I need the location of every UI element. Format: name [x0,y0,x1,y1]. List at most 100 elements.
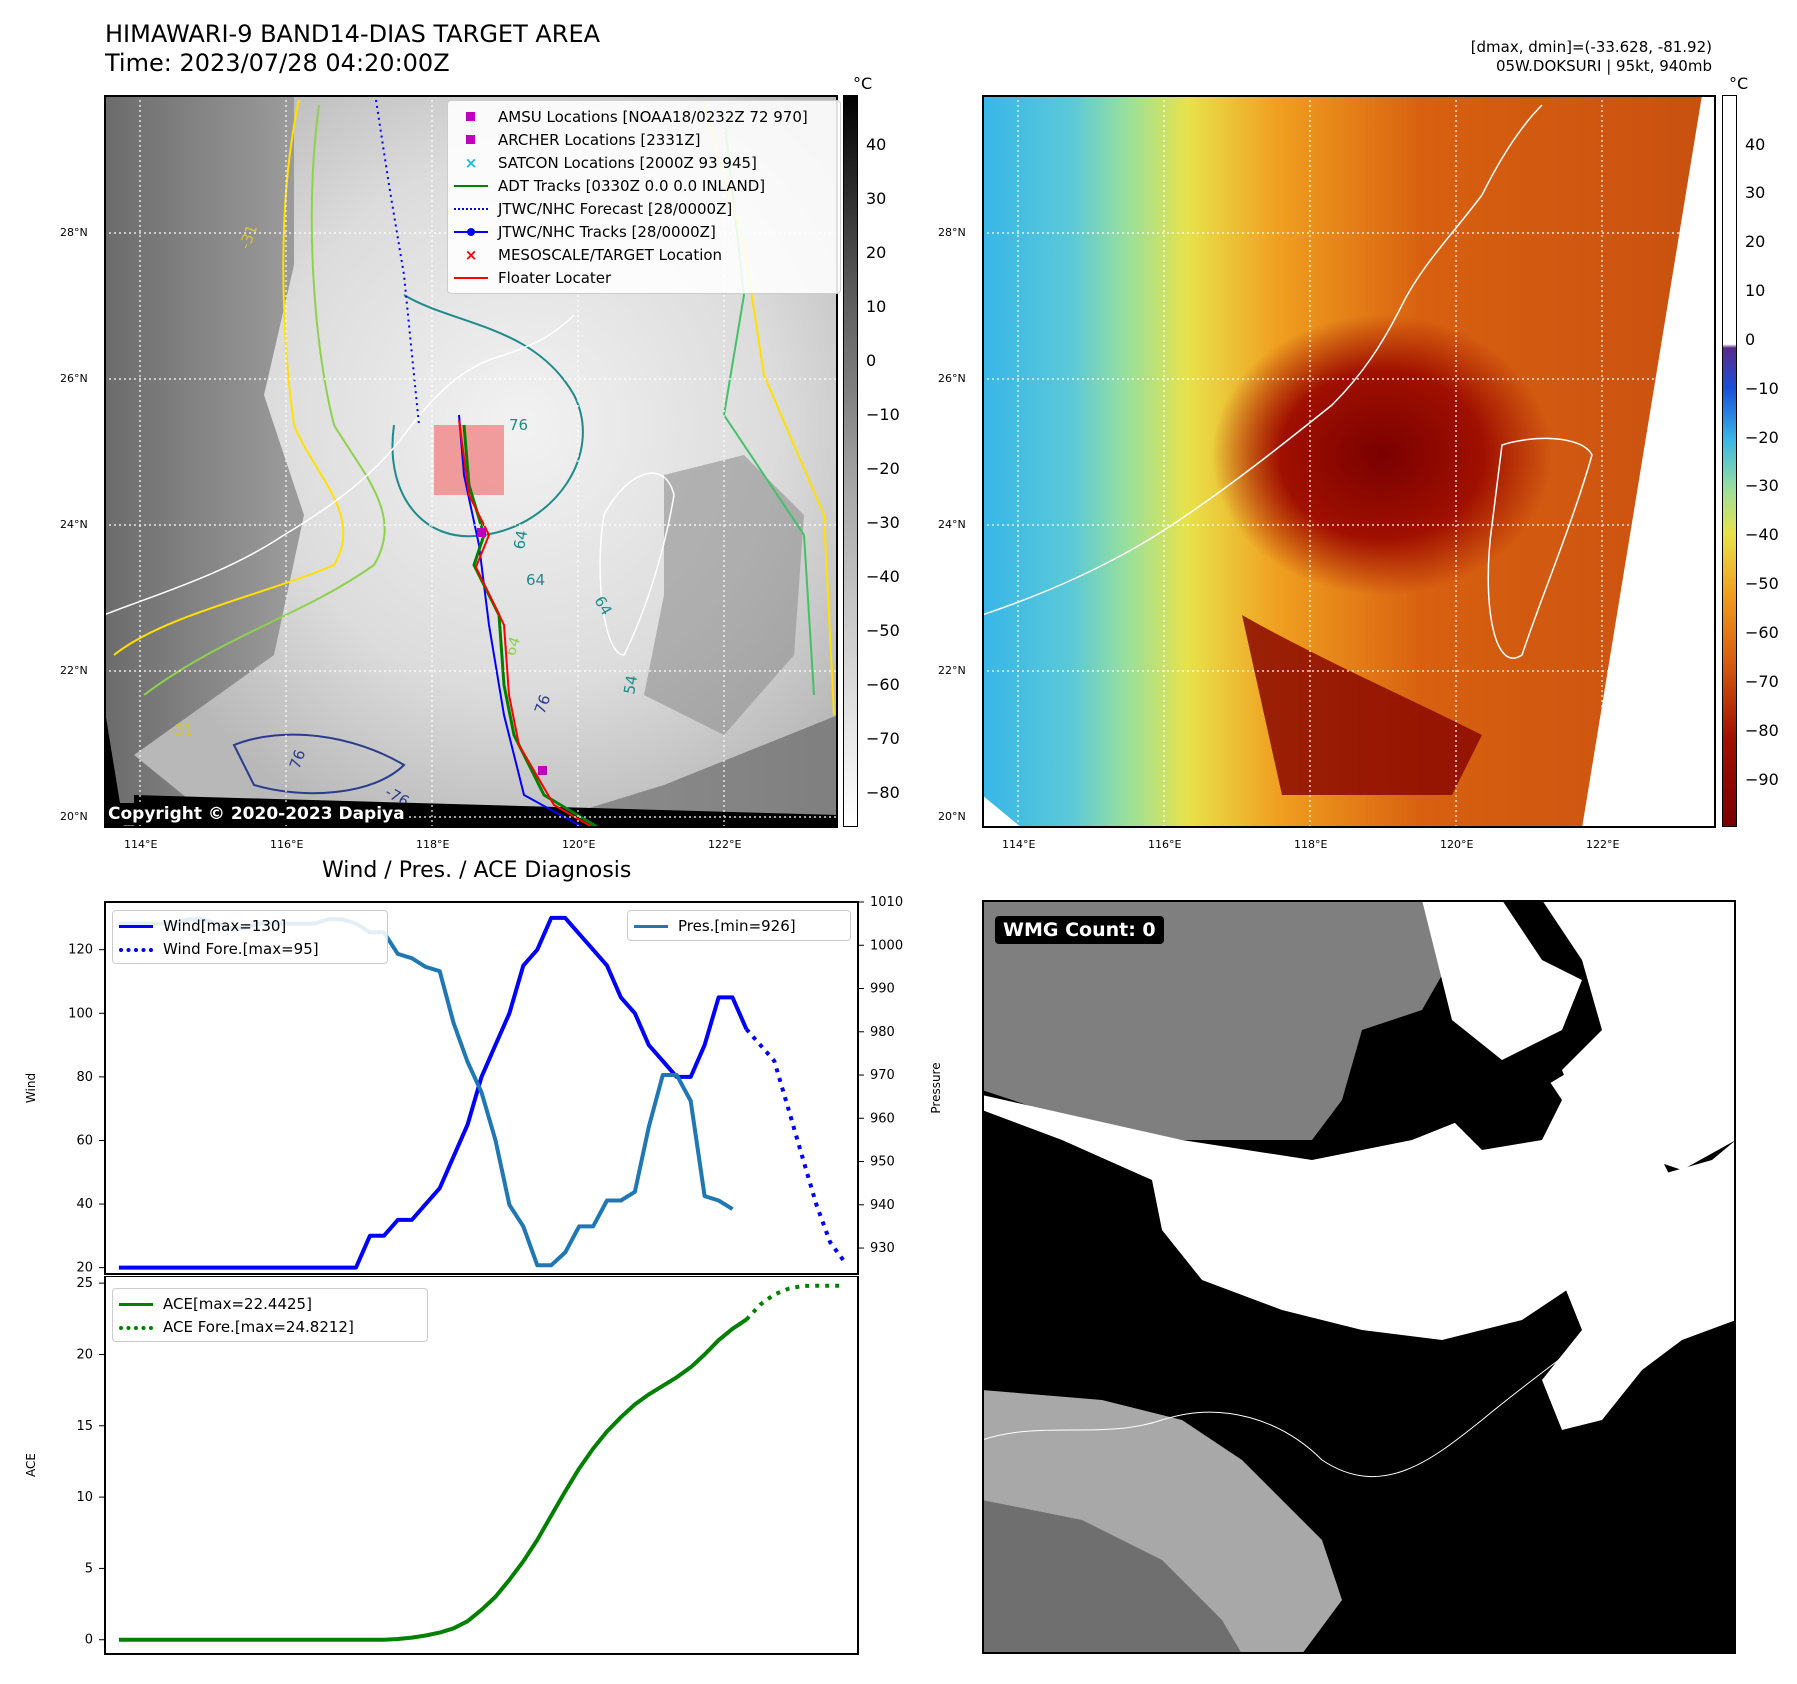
floater-track [458,419,595,828]
wmg-grey-north [982,900,1502,1140]
storm-summary: [dmax, dmin]=(-33.628, -81.92) 05W.DOKSU… [1470,38,1712,75]
cb-tick: 0 [866,351,877,370]
lat-label: 24°N [938,518,966,531]
map-grid [104,95,838,828]
legend-ace-forecast: ACE Fore.[max=24.8212] [119,1315,421,1338]
cb-tick: −30 [1745,476,1779,495]
lon-label: 118°E [1294,838,1328,851]
legend-ace: ACE[max=22.4425] [119,1292,421,1315]
legend-jtwc-forecast: JTWC/NHC Forecast [28/0000Z] [454,197,834,220]
legend-floater: Floater Locater [454,266,834,289]
missing-data-corner [104,705,124,828]
series-line-0 [118,1317,748,1642]
missing-data-bottom-left [982,795,1022,828]
wind-legend: Wind[max=130] Wind Fore.[max=95] [112,910,388,964]
lat-label: 20°N [60,810,88,823]
legend-wind: Wind[max=130] [119,914,381,937]
right-colorbar [1722,95,1737,827]
line-marker-icon [454,178,488,194]
contour-label: 64 [526,571,545,589]
cb-tick: −80 [1745,721,1779,740]
lon-label: 120°E [562,838,596,851]
lat-label: 22°N [60,664,88,677]
copyright-label: Copyright © 2020-2023 Dapiya [104,803,409,825]
line-dot-icon [454,224,488,240]
lon-label: 122°E [708,838,742,851]
dotted-line-icon [119,1319,153,1335]
y2-tick-label: 970 [870,1068,895,1083]
cb-tick: 20 [866,243,887,262]
legend-satcon: × SATCON Locations [2000Z 93 945] [454,151,834,174]
coastline-taiwan [1487,437,1593,659]
y-tick-label: 25 [76,1276,93,1291]
cb-tick: −70 [1745,672,1779,691]
right-colorbar-unit: °C [1729,74,1749,93]
jtwc-forecast-track [375,99,420,426]
y-tick-label: 40 [76,1197,93,1212]
square-marker-icon [454,132,488,148]
amsu-marker [477,528,486,537]
wmg-coastline [982,1159,1736,1477]
lon-label: 118°E [416,838,450,851]
cb-tick: −20 [1745,428,1779,447]
contour-teal [391,294,584,538]
wmg-white-east [1542,900,1736,1170]
cb-tick: −20 [866,459,900,478]
y-tick-label: 20 [76,1261,93,1276]
cb-tick: −10 [1745,379,1779,398]
figure-title: HIMAWARI-9 BAND14-DIAS TARGET AREA Time:… [105,20,601,77]
cb-tick: −80 [866,783,900,802]
diagnosis-title: Wind / Pres. / ACE Diagnosis [322,858,632,883]
legend-adt: ADT Tracks [0330Z 0.0 0.0 INLAND] [454,174,834,197]
lon-label: 116°E [270,838,304,851]
lat-label: 24°N [60,518,88,531]
contour-label: 76 [509,416,528,434]
lat-label: 26°N [938,372,966,385]
line-marker-icon [119,918,153,934]
wind-pressure-chart: 20 40 60 80 100 120 Wind 930 940 950 960 970 980 990 1… [24,895,943,1276]
contour-yellow [113,99,345,656]
coastline-taiwan [599,472,675,656]
y2-tick-label: 940 [870,1198,895,1213]
cb-tick: 10 [1745,281,1766,300]
legend-wind-forecast: Wind Fore.[max=95] [119,937,381,960]
y2-tick-label: 980 [870,1025,895,1040]
wmg-white-north [1422,900,1582,1060]
missing-data-right [1582,95,1716,828]
lon-label: 114°E [124,838,158,851]
y-tick-label: 60 [76,1133,93,1148]
series-line-1 [744,1027,846,1263]
lon-label: 120°E [1440,838,1474,851]
cb-tick: 20 [1745,232,1766,251]
cb-tick: 40 [866,135,887,154]
y2-tick-label: 960 [870,1111,895,1126]
cb-tick: −60 [1745,623,1779,642]
dotted-line-icon [119,941,153,957]
legend-archer: ARCHER Locations [2331Z] [454,128,834,151]
lat-label: 22°N [938,664,966,677]
cb-tick: 0 [1745,330,1756,349]
plot-frame [104,901,859,1275]
legend-target: × MESOSCALE/TARGET Location [454,243,834,266]
contour-navy [232,733,406,795]
cb-tick: −40 [866,567,900,586]
square-marker-icon [454,109,488,125]
y-tick-label: 120 [68,943,93,958]
line-marker-icon [634,918,668,934]
lon-label: 116°E [1148,838,1182,851]
x-marker-icon: × [464,245,478,264]
cb-tick: 30 [1745,183,1766,202]
y-tick-label: 0 [85,1633,93,1648]
cb-tick: −50 [866,621,900,640]
y-tick-label: 15 [76,1419,93,1434]
archer-marker [538,766,547,775]
cb-tick: −40 [1745,525,1779,544]
map-legend: AMSU Locations [NOAA18/0232Z 72 970] ARC… [447,100,841,294]
rainband-south [1242,615,1482,795]
wmg-count-badge: WMG Count: 0 [995,916,1164,944]
lat-label: 28°N [938,226,966,239]
lat-label: 20°N [938,810,966,823]
ace-chart: 0 5 10 15 20 25 ACE [24,1276,859,1655]
contour-lightgreen [143,104,386,696]
left-colorbar [843,95,858,827]
